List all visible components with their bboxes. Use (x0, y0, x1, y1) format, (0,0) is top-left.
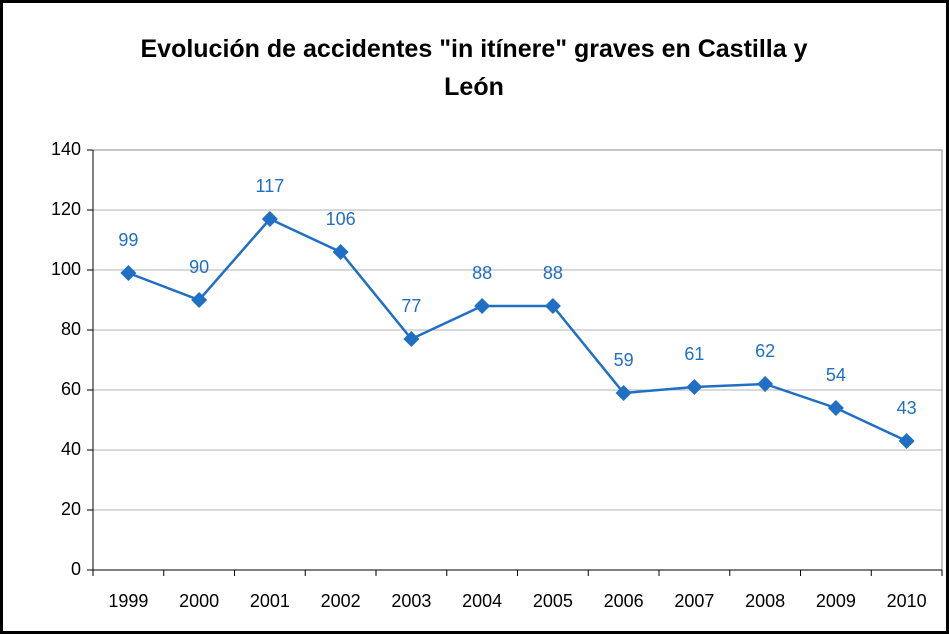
y-tick-label: 80 (61, 319, 81, 339)
x-tick-label: 2003 (391, 591, 431, 611)
x-tick-label: 2004 (462, 591, 502, 611)
marker (261, 211, 278, 227)
marker (474, 298, 491, 314)
series-line (127, 217, 908, 443)
x-tick-label: 2000 (179, 591, 219, 611)
marker (403, 331, 420, 347)
marker (827, 400, 844, 416)
x-tick-label: 2005 (533, 591, 573, 611)
data-label: 88 (472, 263, 492, 283)
marker (898, 433, 915, 449)
marker (615, 385, 632, 401)
x-tick-label: 2007 (674, 591, 714, 611)
data-label: 117 (256, 176, 285, 196)
y-tick-label: 40 (61, 439, 81, 459)
x-tick-label: 2010 (887, 591, 927, 611)
x-tick-label: 2008 (745, 591, 785, 611)
x-tick-label: 2001 (250, 591, 290, 611)
data-label: 106 (326, 209, 356, 229)
data-label: 77 (401, 296, 421, 316)
y-tick-label: 120 (51, 199, 81, 219)
marker (332, 244, 349, 260)
chart-title: Evolución de accidentes "in itínere" gra… (140, 35, 808, 101)
x-tick-label: 2009 (816, 591, 856, 611)
y-tick-label: 0 (71, 559, 81, 579)
y-tick-label: 20 (61, 499, 81, 519)
marker (757, 376, 774, 392)
data-label: 61 (684, 344, 704, 364)
data-label: 43 (897, 398, 917, 418)
y-tick-label: 60 (61, 379, 81, 399)
marker (120, 265, 137, 281)
data-label: 90 (189, 257, 209, 277)
x-tick-label: 2002 (321, 591, 361, 611)
plot-border (92, 149, 943, 571)
marker (191, 292, 208, 308)
data-label: 99 (118, 230, 138, 250)
y-tick-label: 100 (51, 259, 81, 279)
data-label: 54 (826, 365, 846, 385)
data-label: 59 (614, 350, 634, 370)
marker (686, 379, 703, 395)
marker (544, 298, 561, 314)
data-label: 62 (755, 341, 775, 361)
y-tick-label: 140 (51, 139, 81, 159)
x-tick-label: 1999 (108, 591, 148, 611)
data-label: 88 (543, 263, 563, 283)
x-tick-label: 2006 (604, 591, 644, 611)
